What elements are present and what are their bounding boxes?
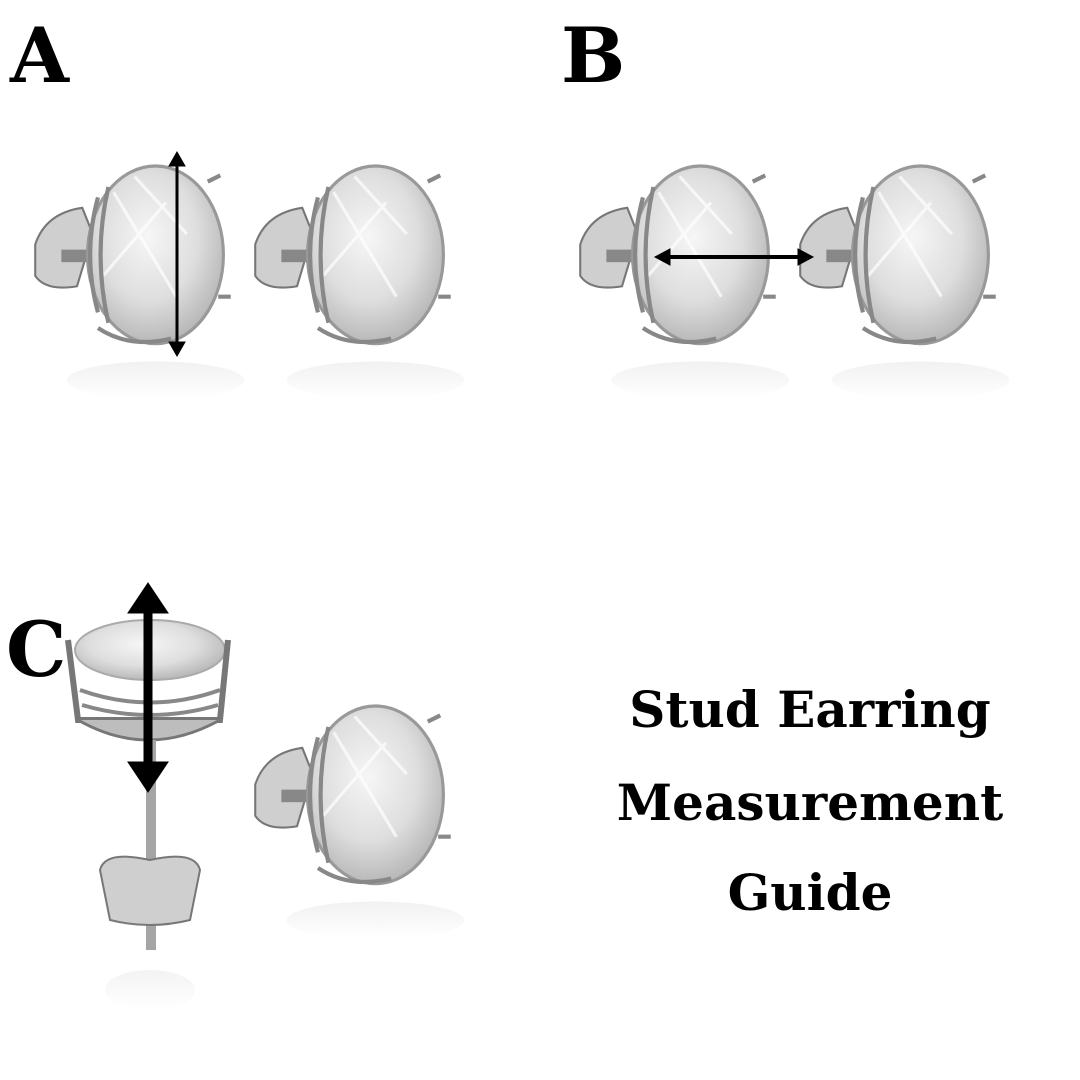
title-line-1: Stud Earring (629, 680, 991, 739)
earring-c-right (255, 706, 464, 939)
arrow-b-width (653, 248, 815, 266)
arrow-a-height (168, 150, 186, 358)
label-a: A (10, 11, 69, 100)
earring-b-left (580, 166, 789, 399)
title-line-2: Measurement (616, 773, 1004, 832)
label-c: C (6, 605, 67, 694)
earring-a-right (255, 166, 464, 399)
earring-a-left (35, 166, 244, 399)
earring-b-right (800, 166, 1009, 399)
arrow-c-depth (127, 582, 169, 793)
label-b: B (561, 11, 626, 100)
title-line-3: Guide (727, 863, 893, 922)
